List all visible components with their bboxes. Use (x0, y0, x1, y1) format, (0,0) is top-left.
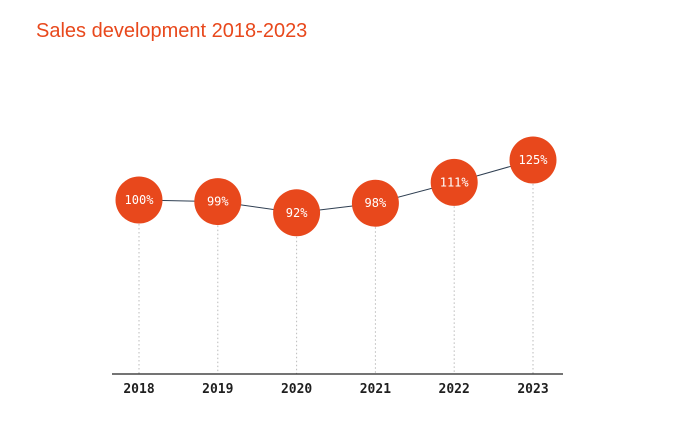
data-label-2020: 92% (286, 206, 308, 220)
chart-title: Sales development 2018-2023 (36, 20, 308, 42)
x-tick-label-2022: 2022 (439, 382, 470, 397)
data-label-2021: 98% (365, 196, 387, 210)
x-tick-label-2019: 2019 (202, 382, 233, 397)
data-label-2019: 99% (207, 195, 229, 209)
data-point-2020 (273, 189, 321, 237)
data-point-2019 (194, 178, 242, 226)
data-label-2022: 111% (440, 175, 470, 189)
data-label-2018: 100% (125, 193, 155, 207)
x-tick-label-2021: 2021 (360, 382, 391, 397)
x-tick-label-2023: 2023 (517, 382, 548, 397)
x-tick-label-2020: 2020 (281, 382, 312, 397)
x-tick-label-2018: 2018 (123, 382, 154, 397)
data-point-2022 (430, 158, 478, 206)
data-label-2023: 125% (519, 153, 549, 167)
data-point-2021 (351, 179, 399, 227)
data-point-2018 (115, 176, 163, 224)
data-point-2023 (509, 136, 557, 184)
